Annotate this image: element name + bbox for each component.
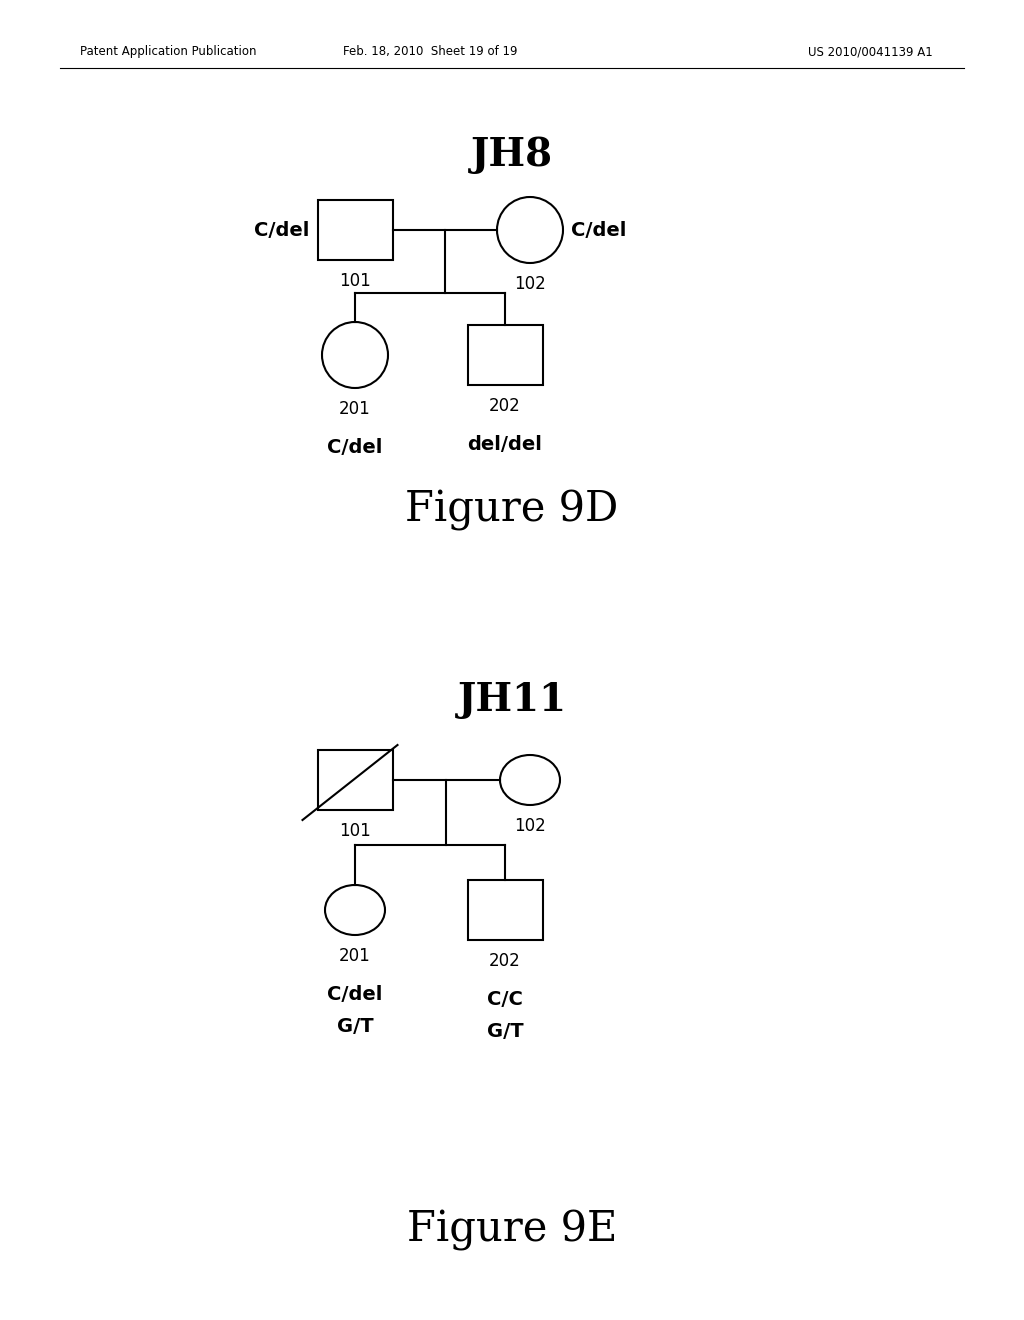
Text: 102: 102: [514, 817, 546, 836]
Text: del/del: del/del: [468, 436, 543, 454]
Text: 101: 101: [339, 822, 371, 840]
Text: US 2010/0041139 A1: US 2010/0041139 A1: [808, 45, 933, 58]
Text: G/T: G/T: [337, 1016, 374, 1036]
Text: 202: 202: [489, 397, 521, 414]
Text: C/del: C/del: [328, 438, 383, 457]
Text: Figure 9D: Figure 9D: [406, 488, 618, 531]
Text: JH8: JH8: [471, 136, 553, 174]
Ellipse shape: [500, 755, 560, 805]
Text: 202: 202: [489, 952, 521, 970]
Text: Figure 9E: Figure 9E: [407, 1209, 617, 1251]
Text: 102: 102: [514, 275, 546, 293]
Text: C/C: C/C: [487, 990, 523, 1008]
Text: C/del: C/del: [328, 985, 383, 1005]
Ellipse shape: [497, 197, 563, 263]
Bar: [317, 750, 392, 810]
Text: JH11: JH11: [458, 681, 566, 719]
Bar: [317, 201, 392, 260]
Text: Patent Application Publication: Patent Application Publication: [80, 45, 256, 58]
Text: 201: 201: [339, 400, 371, 418]
Bar: [468, 325, 543, 385]
Text: C/del: C/del: [571, 220, 627, 239]
Text: C/del: C/del: [254, 220, 309, 239]
Ellipse shape: [325, 884, 385, 935]
Text: 101: 101: [339, 272, 371, 290]
Text: Feb. 18, 2010  Sheet 19 of 19: Feb. 18, 2010 Sheet 19 of 19: [343, 45, 517, 58]
Ellipse shape: [322, 322, 388, 388]
Text: 201: 201: [339, 946, 371, 965]
Text: G/T: G/T: [486, 1022, 523, 1041]
Bar: [468, 880, 543, 940]
